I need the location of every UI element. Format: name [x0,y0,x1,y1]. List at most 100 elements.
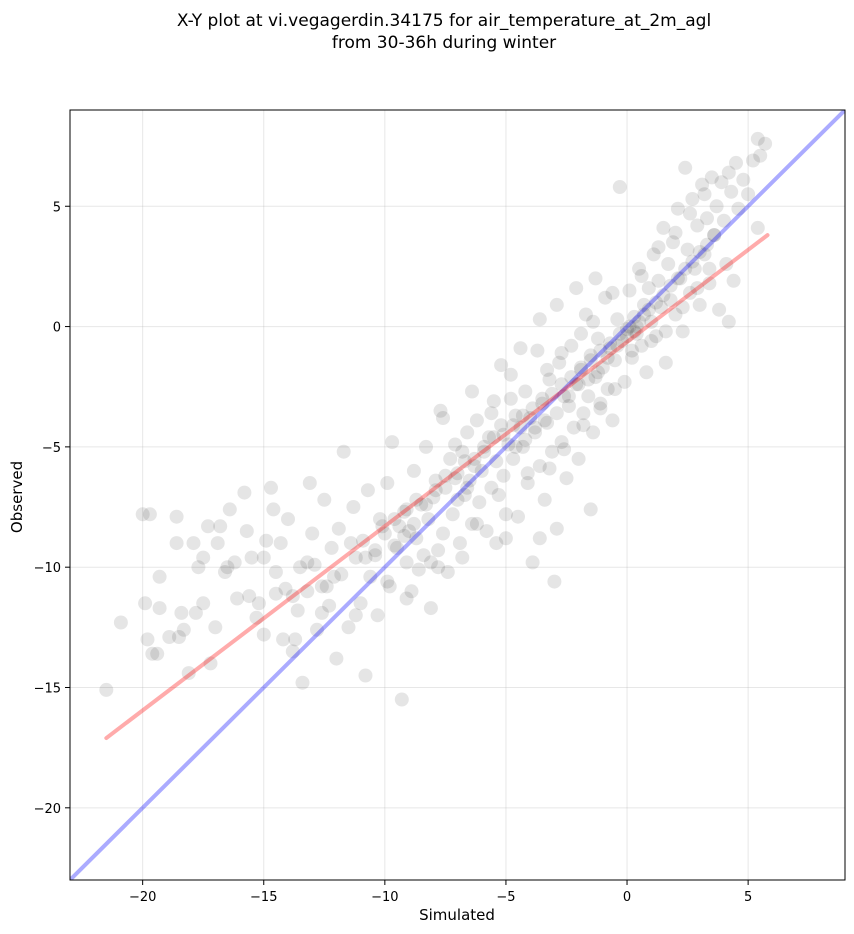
data-point [668,307,683,322]
data-point [501,437,516,452]
data-point [496,427,511,442]
grid-lines [70,110,845,880]
data-point [472,495,487,510]
data-point [571,377,586,392]
data-point [264,480,278,495]
data-point [239,524,254,539]
data-point [525,555,540,570]
data-point [438,468,453,483]
data-point [515,408,530,423]
data-point [750,220,765,235]
data-point [208,620,223,635]
data-point [617,374,632,389]
data-point [692,297,707,312]
data-point [479,524,494,539]
data-point [588,271,603,286]
data-point [564,370,579,385]
data-point [343,536,358,551]
data-point [450,492,465,507]
data-point [513,420,528,435]
data-point [545,444,559,459]
x-tick-label: −15 [250,890,277,905]
data-point [498,507,513,522]
data-point [651,240,666,255]
data-point [334,567,349,582]
data-point [506,451,521,466]
data-point [457,454,472,469]
data-point [329,651,344,666]
data-point [455,550,470,565]
data-point [445,507,460,522]
data-point [176,622,191,637]
data-point [281,512,295,527]
data-point [685,192,700,206]
data-point [750,131,765,146]
data-point [290,603,305,618]
data-point [377,526,392,541]
data-point [729,155,743,170]
data-point [668,225,683,240]
data-point [586,425,601,440]
data-point [583,348,598,363]
data-point [436,526,450,541]
data-point [322,598,337,613]
data-point [535,396,550,411]
data-point [687,261,702,276]
reference-lines [70,110,845,880]
data-point [644,314,659,329]
data-point [186,536,201,551]
data-point [450,466,465,481]
data-point [646,247,661,262]
data-point [423,555,438,570]
data-point [419,497,433,512]
data-point [518,384,533,399]
data-point [545,386,559,401]
data-point [242,589,257,604]
data-point [448,437,463,452]
data-point [460,425,475,440]
data-point [266,502,281,517]
data-point [373,512,387,527]
data-point [406,463,421,478]
data-point [496,468,511,483]
data-point [726,273,741,288]
data-point [607,382,622,397]
data-point [569,281,584,296]
data-point [188,605,203,620]
data-point [402,524,417,539]
data-point [593,396,608,411]
data-point [503,367,518,382]
data-point [666,235,680,250]
data-point [557,442,572,457]
data-point [416,548,431,563]
data-point [649,295,664,310]
data-point [438,480,453,495]
data-point [498,531,513,546]
data-point [598,290,613,305]
data-point [305,526,320,541]
data-point [399,502,414,517]
data-point [324,540,339,555]
data-point [537,413,552,428]
data-point [469,516,484,531]
data-point [576,406,591,421]
data-point [612,180,627,194]
data-point [256,550,271,565]
data-point [489,454,504,469]
data-point [380,574,395,589]
data-point [600,382,615,397]
data-point [542,372,557,387]
data-point [196,596,211,611]
data-point [380,476,395,490]
data-point [370,608,385,623]
data-point [583,502,598,517]
data-point [138,596,153,611]
data-point [678,160,693,175]
data-point [431,560,446,575]
data-point [302,476,317,490]
data-point [256,627,271,642]
data-point [317,492,332,507]
data-point [697,187,712,202]
data-point [314,579,329,594]
data-point [649,329,664,344]
